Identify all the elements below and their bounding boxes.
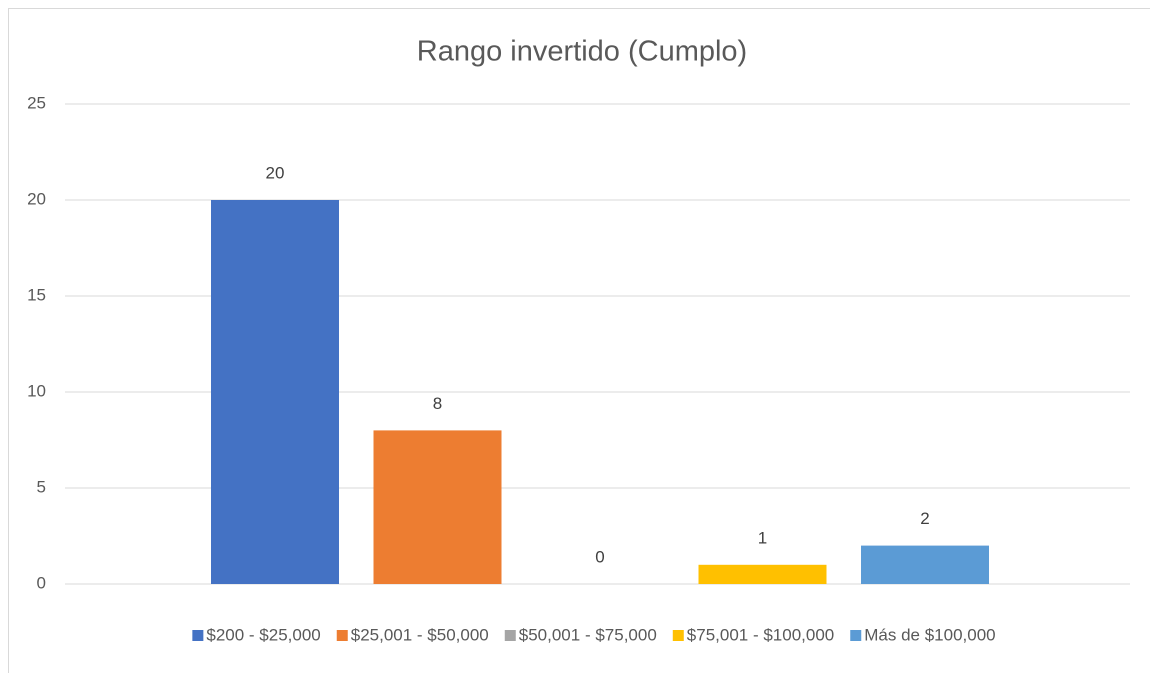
legend: $200 - $25,000 $25,001 - $50,000 $50,001 -… xyxy=(192,625,996,644)
legend-label: Más de $100,000 xyxy=(864,625,995,644)
legend-label: $75,001 - $100,000 xyxy=(687,625,834,644)
legend-swatch xyxy=(192,630,204,641)
value-label: 0 xyxy=(595,547,604,566)
value-label: 1 xyxy=(758,528,767,547)
bar xyxy=(373,430,502,584)
y-tick-label: 0 xyxy=(37,573,46,592)
y-tick-label: 5 xyxy=(37,477,46,496)
bar xyxy=(211,200,339,584)
y-tick-label: 20 xyxy=(27,189,46,208)
value-label: 20 xyxy=(266,163,285,182)
legend-item: Más de $100,000 xyxy=(850,625,996,644)
legend-label: $25,001 - $50,000 xyxy=(351,625,489,644)
value-label: 8 xyxy=(433,394,442,413)
legend-swatch xyxy=(336,630,348,641)
y-tick-label: 10 xyxy=(27,381,46,400)
legend-item: $25,001 - $50,000 xyxy=(336,625,489,644)
legend-label: $50,001 - $75,000 xyxy=(519,625,657,644)
legend-item: $75,001 - $100,000 xyxy=(672,625,834,644)
legend-label: $200 - $25,000 xyxy=(206,625,320,644)
bar xyxy=(698,564,827,584)
value-label: 2 xyxy=(920,509,929,528)
y-tick-label: 15 xyxy=(27,285,46,304)
legend-swatch xyxy=(504,630,516,641)
legend-swatch xyxy=(850,630,862,641)
legend-item: $200 - $25,000 xyxy=(192,625,321,644)
y-tick-label: 25 xyxy=(27,93,46,112)
legend-item: $50,001 - $75,000 xyxy=(504,625,657,644)
chart-title: Rango invertido (Cumplo) xyxy=(417,36,747,68)
legend-swatch xyxy=(672,630,684,641)
bar xyxy=(861,545,989,584)
